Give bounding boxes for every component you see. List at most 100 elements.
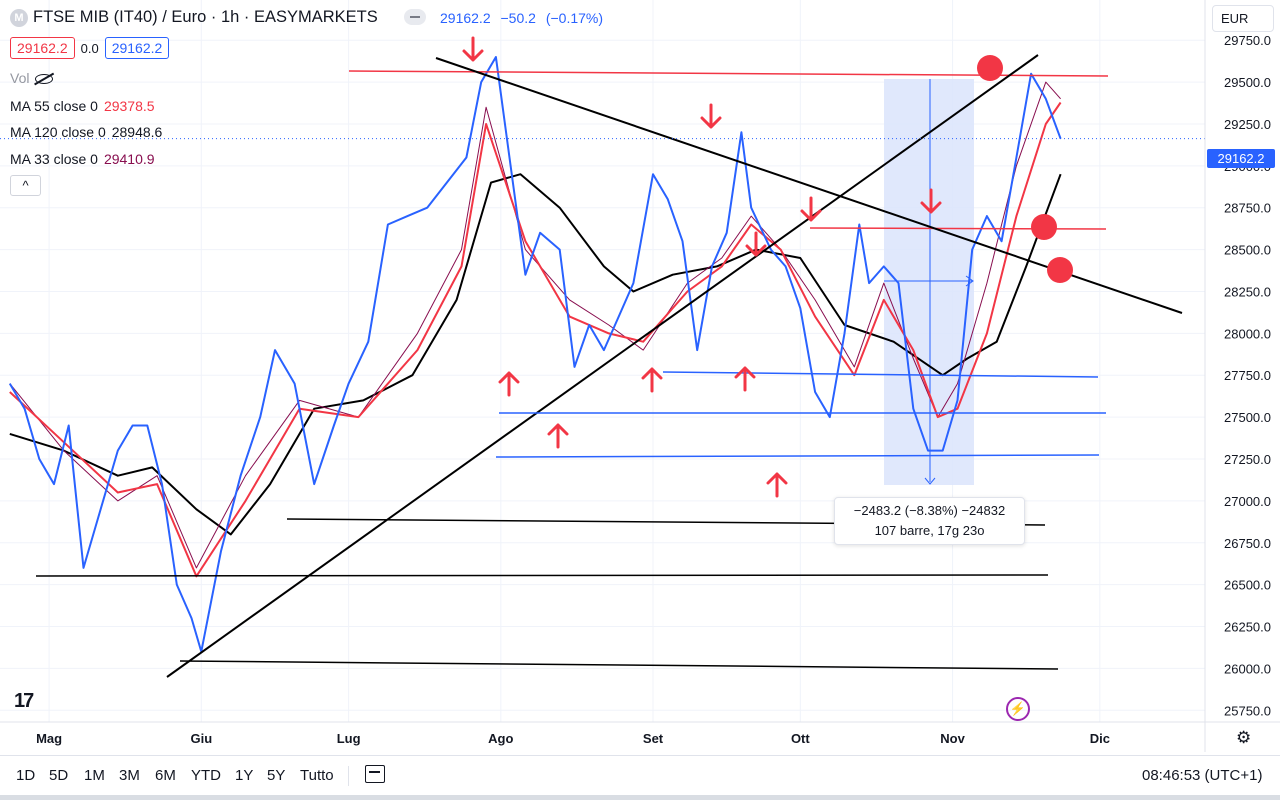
measure-arrow-head xyxy=(924,477,936,485)
price-tick-label: 29500.0 xyxy=(1224,75,1271,90)
volume-label: Vol xyxy=(10,70,30,86)
arrow-up-marker xyxy=(766,472,788,498)
price-tick-label: 27250.0 xyxy=(1224,452,1271,467)
support-line-blue xyxy=(495,454,1100,458)
spread-value: 0.0 xyxy=(80,40,99,56)
price-tick-label: 26000.0 xyxy=(1224,661,1271,676)
price-tick-label: 28750.0 xyxy=(1224,201,1271,216)
lightning-icon[interactable]: ⚡ xyxy=(1006,697,1030,721)
hide-icon[interactable] xyxy=(404,9,426,25)
symbol-title[interactable]: FTSE MIB (IT40) / Euro · 1h · EASYMARKET… xyxy=(33,8,378,26)
calendar-icon[interactable] xyxy=(365,765,385,783)
time-tick-label: Set xyxy=(643,731,664,746)
marker-circle xyxy=(1031,214,1057,240)
drawings-foreground xyxy=(0,36,1205,678)
time-tick-label: Dic xyxy=(1090,731,1110,746)
time-tick-label: Lug xyxy=(337,731,361,746)
arrow-down-marker xyxy=(920,188,942,214)
symbol-header: M FTSE MIB (IT40) / Euro · 1h · EASYMARK… xyxy=(0,0,1205,36)
grid-lines xyxy=(0,0,1205,722)
price-tick-label: 28000.0 xyxy=(1224,326,1271,341)
price-tick-label: 26500.0 xyxy=(1224,578,1271,593)
arrow-up-marker xyxy=(498,371,520,397)
support-line-blue xyxy=(662,371,1099,378)
change-value: −50.2 xyxy=(500,10,536,26)
sell-button[interactable]: 29162.2 xyxy=(10,37,75,59)
support-line-black xyxy=(35,574,1049,577)
time-tick-label: Nov xyxy=(940,731,965,746)
price-axis: 29750.029500.029250.029000.028750.028500… xyxy=(1204,0,1271,752)
legend-ma55[interactable]: MA 55 close 0 29378.5 xyxy=(10,98,155,114)
arrow-down-marker xyxy=(462,36,484,62)
arrow-down-marker xyxy=(800,196,822,222)
legend-volume[interactable]: Vol xyxy=(10,70,54,86)
time-tick-label: Giu xyxy=(190,731,212,746)
measure-range xyxy=(884,79,974,485)
arrow-down-marker xyxy=(700,103,722,129)
marker-circle xyxy=(1047,257,1073,283)
time-tick-label: Ago xyxy=(488,731,513,746)
clock[interactable]: 08:46:53 (UTC+1) xyxy=(1142,767,1263,784)
series-line-ma-120-close-0 xyxy=(9,173,1062,536)
last-price: 29162.2 xyxy=(440,10,491,26)
toolbar-separator xyxy=(348,766,349,786)
ma33-value: 29410.9 xyxy=(103,151,155,167)
last-price-tag: 29162.2 xyxy=(1207,149,1275,168)
arrow-up-marker xyxy=(547,423,569,449)
series-line-ftse-mib-it40 xyxy=(8,56,1062,653)
measure-line2: 107 barre, 17g 23o xyxy=(874,523,985,538)
range-5d[interactable]: 5D xyxy=(49,767,69,784)
range-1y[interactable]: 1Y xyxy=(235,767,254,784)
collapse-legend-button[interactable]: ^ xyxy=(10,175,41,196)
price-tick-label: 27750.0 xyxy=(1224,368,1271,383)
price-tick-label: 25750.0 xyxy=(1224,703,1271,718)
tradingview-logo[interactable]: 17 xyxy=(14,690,34,712)
marker-circle xyxy=(977,55,1003,81)
ma55-value: 29378.5 xyxy=(103,98,155,114)
ma55-label: MA 55 close 0 xyxy=(10,98,98,114)
arrow-down-marker xyxy=(745,231,767,257)
measure-line1: −2483.2 (−8.38%) −24832 xyxy=(853,503,1006,518)
ma33-label: MA 33 close 0 xyxy=(10,151,98,167)
range-ytd[interactable]: YTD xyxy=(191,767,221,784)
change-percent: (−0.17%) xyxy=(545,10,604,26)
arrow-up-marker xyxy=(641,367,663,393)
price-change: 29162.2 −50.2 (−0.17%) xyxy=(440,10,609,26)
legend-ma33[interactable]: MA 33 close 0 29410.9 xyxy=(10,151,155,167)
buy-button[interactable]: 29162.2 xyxy=(104,37,170,59)
ma120-value: 28948.6 xyxy=(111,124,163,140)
range-all[interactable]: Tutto xyxy=(300,767,334,784)
price-tick-label: 28500.0 xyxy=(1224,243,1271,258)
price-tick-label: 28250.0 xyxy=(1224,284,1271,299)
time-tick-label: Mag xyxy=(36,731,62,746)
range-1d[interactable]: 1D xyxy=(16,767,36,784)
price-tick-label: 29250.0 xyxy=(1224,117,1271,132)
currency-button[interactable]: EUR xyxy=(1212,5,1274,32)
ascending-trendline xyxy=(166,54,1039,678)
time-axis: Mag Giu Lug Ago Set Ott Nov Dic xyxy=(0,721,1280,746)
gear-icon[interactable]: ⚙ xyxy=(1236,728,1252,747)
bottom-strip xyxy=(0,795,1280,800)
range-5y[interactable]: 5Y xyxy=(267,767,286,784)
legend-ma120[interactable]: MA 120 close 0 28948.6 xyxy=(10,124,162,140)
price-tick-label: 27500.0 xyxy=(1224,410,1271,425)
resistance-line-red xyxy=(809,227,1107,230)
range-1m[interactable]: 1M xyxy=(84,767,105,784)
time-tick-label: Ott xyxy=(791,731,810,746)
range-3m[interactable]: 3M xyxy=(119,767,140,784)
visibility-off-icon[interactable] xyxy=(35,74,54,85)
drawings-background xyxy=(884,79,974,485)
price-tick-label: 29750.0 xyxy=(1224,33,1271,48)
price-tick-label: 27000.0 xyxy=(1224,494,1271,509)
arrow-up-marker xyxy=(734,366,756,392)
quote-row: 29162.2 0.0 29162.2 xyxy=(10,36,170,60)
series-line-ma-33-close-0 xyxy=(9,81,1061,569)
price-tick-label: 26750.0 xyxy=(1224,536,1271,551)
support-line-black xyxy=(179,660,1059,670)
range-6m[interactable]: 6M xyxy=(155,767,176,784)
measure-tooltip: −2483.2 (−8.38%) −24832 107 barre, 17g 2… xyxy=(834,497,1025,545)
series-line-ma-55-close-0 xyxy=(9,101,1062,578)
symbol-logo-icon: M xyxy=(10,9,28,27)
bottom-toolbar: 1D 5D 1M 3M 6M YTD 1Y 5Y Tutto 08:46:53 … xyxy=(0,755,1280,795)
